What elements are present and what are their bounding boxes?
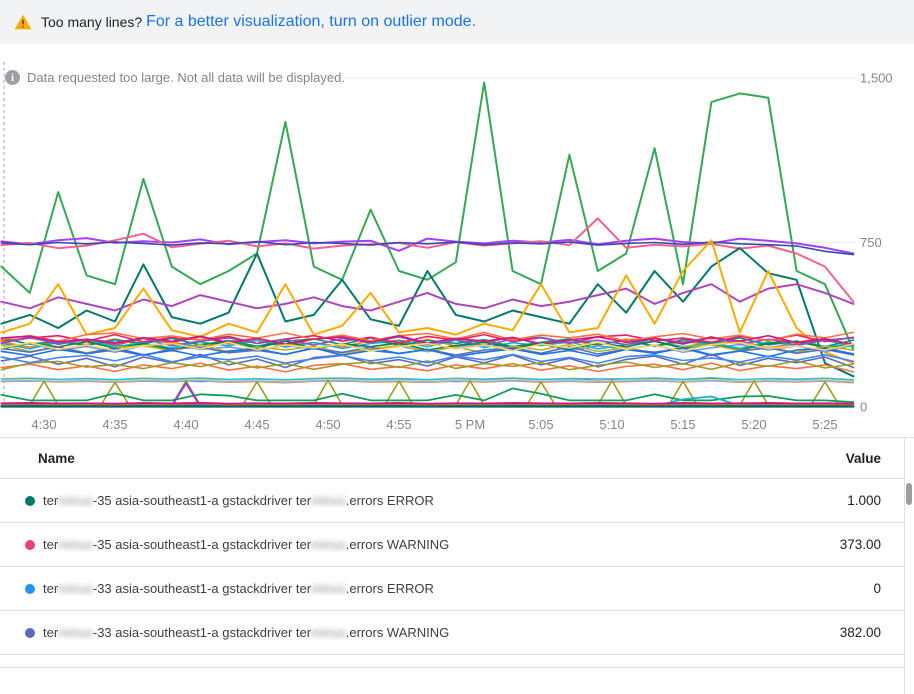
metrics-line-chart[interactable]: 1,500 750 0 4:30 4:35 4:40 4:45 4:50 4:55 5 PM 5:0… bbox=[0, 44, 914, 438]
redacted-text: minus bbox=[58, 537, 93, 552]
warning-icon bbox=[14, 14, 32, 30]
redacted-text: minus bbox=[311, 625, 346, 640]
series-value: 1.000 bbox=[847, 493, 881, 508]
x-axis-label: 5 PM bbox=[455, 417, 485, 432]
metric-line bbox=[0, 283, 855, 312]
x-axis-label: 5:20 bbox=[741, 417, 766, 432]
legend-scrollbar-thumb[interactable] bbox=[906, 483, 912, 505]
series-value: 373.00 bbox=[839, 537, 881, 552]
redacted-text: minus bbox=[311, 493, 346, 508]
series-color-dot bbox=[25, 539, 35, 550]
metric-line bbox=[0, 362, 855, 373]
metric-line bbox=[0, 377, 855, 381]
x-axis-label: 5:15 bbox=[670, 417, 695, 432]
x-axis-label: 4:30 bbox=[31, 417, 56, 432]
x-axis-label: 5:10 bbox=[599, 417, 624, 432]
metric-line bbox=[0, 353, 855, 369]
metric-line bbox=[0, 331, 855, 343]
metric-line bbox=[0, 341, 855, 352]
series-value: 382.00 bbox=[839, 625, 881, 640]
metric-line bbox=[0, 379, 855, 383]
legend-header: Name Value bbox=[0, 438, 904, 478]
x-axis-label: 4:50 bbox=[315, 417, 340, 432]
metric-line bbox=[0, 387, 855, 404]
y-axis-label: 1,500 bbox=[860, 71, 893, 86]
x-axis-label: 4:35 bbox=[102, 417, 127, 432]
legend-row[interactable]: terminus-35 asia-southeast1-a gstackdriv… bbox=[0, 478, 904, 522]
y-axis-label: 750 bbox=[860, 235, 882, 250]
metric-line bbox=[0, 247, 855, 378]
series-name: terminus-35 asia-southeast1-a gstackdriv… bbox=[43, 493, 434, 508]
redacted-text: minus bbox=[58, 625, 93, 640]
x-axis-label: 4:45 bbox=[244, 417, 269, 432]
metric-line bbox=[0, 403, 855, 406]
metric-line bbox=[0, 81, 855, 351]
metric-line bbox=[0, 353, 855, 364]
redacted-text: minus bbox=[311, 537, 346, 552]
x-axis-label: 5:05 bbox=[528, 417, 553, 432]
data-too-large-notice: i Data requested too large. Not all data… bbox=[5, 70, 345, 85]
metric-line bbox=[0, 360, 855, 371]
metric-line bbox=[0, 239, 855, 365]
legend-rows: terminus-35 asia-southeast1-a gstackdriv… bbox=[0, 478, 904, 654]
legend-row[interactable]: terminus-35 asia-southeast1-a gstackdriv… bbox=[0, 522, 904, 566]
series-color-dot bbox=[25, 583, 35, 594]
legend-row[interactable]: terminus-33 asia-southeast1-a gstackdriv… bbox=[0, 610, 904, 654]
metric-line bbox=[0, 402, 855, 406]
banner-message: Too many lines? bbox=[41, 14, 143, 30]
series-value: 0 bbox=[873, 581, 881, 596]
chart-section: i Data requested too large. Not all data… bbox=[0, 44, 914, 438]
redacted-text: minus bbox=[58, 581, 93, 596]
y-axis-label: 0 bbox=[860, 400, 867, 415]
metric-line bbox=[0, 333, 855, 345]
series-name: terminus-33 asia-southeast1-a gstackdriv… bbox=[43, 625, 450, 640]
redacted-text: minus bbox=[311, 581, 346, 596]
legend-col-value: Value bbox=[845, 450, 881, 466]
legend-partial-row bbox=[0, 654, 904, 668]
legend-row[interactable]: terminus-33 asia-southeast1-a gstackdriv… bbox=[0, 566, 904, 610]
x-axis-label: 4:40 bbox=[173, 417, 198, 432]
series-name: terminus-33 asia-southeast1-a gstackdriv… bbox=[43, 581, 434, 596]
series-color-dot bbox=[25, 495, 35, 506]
x-axis-label: 5:25 bbox=[812, 417, 837, 432]
info-icon: i bbox=[5, 70, 20, 85]
series-name: terminus-35 asia-southeast1-a gstackdriv… bbox=[43, 537, 450, 552]
redacted-text: minus bbox=[58, 493, 93, 508]
too-many-lines-banner: Too many lines? For a better visualizati… bbox=[0, 0, 914, 44]
info-text: Data requested too large. Not all data w… bbox=[27, 70, 345, 85]
legend-col-name: Name bbox=[38, 450, 75, 466]
outlier-mode-link[interactable]: For a better visualization, turn on outl… bbox=[146, 13, 477, 30]
metric-line bbox=[0, 401, 855, 405]
metric-line bbox=[0, 378, 855, 383]
metric-line bbox=[0, 217, 855, 303]
x-axis-label: 4:55 bbox=[386, 417, 411, 432]
series-color-dot bbox=[25, 627, 35, 638]
legend-table: Name Value terminus-35 asia-southeast1-a… bbox=[0, 438, 905, 694]
